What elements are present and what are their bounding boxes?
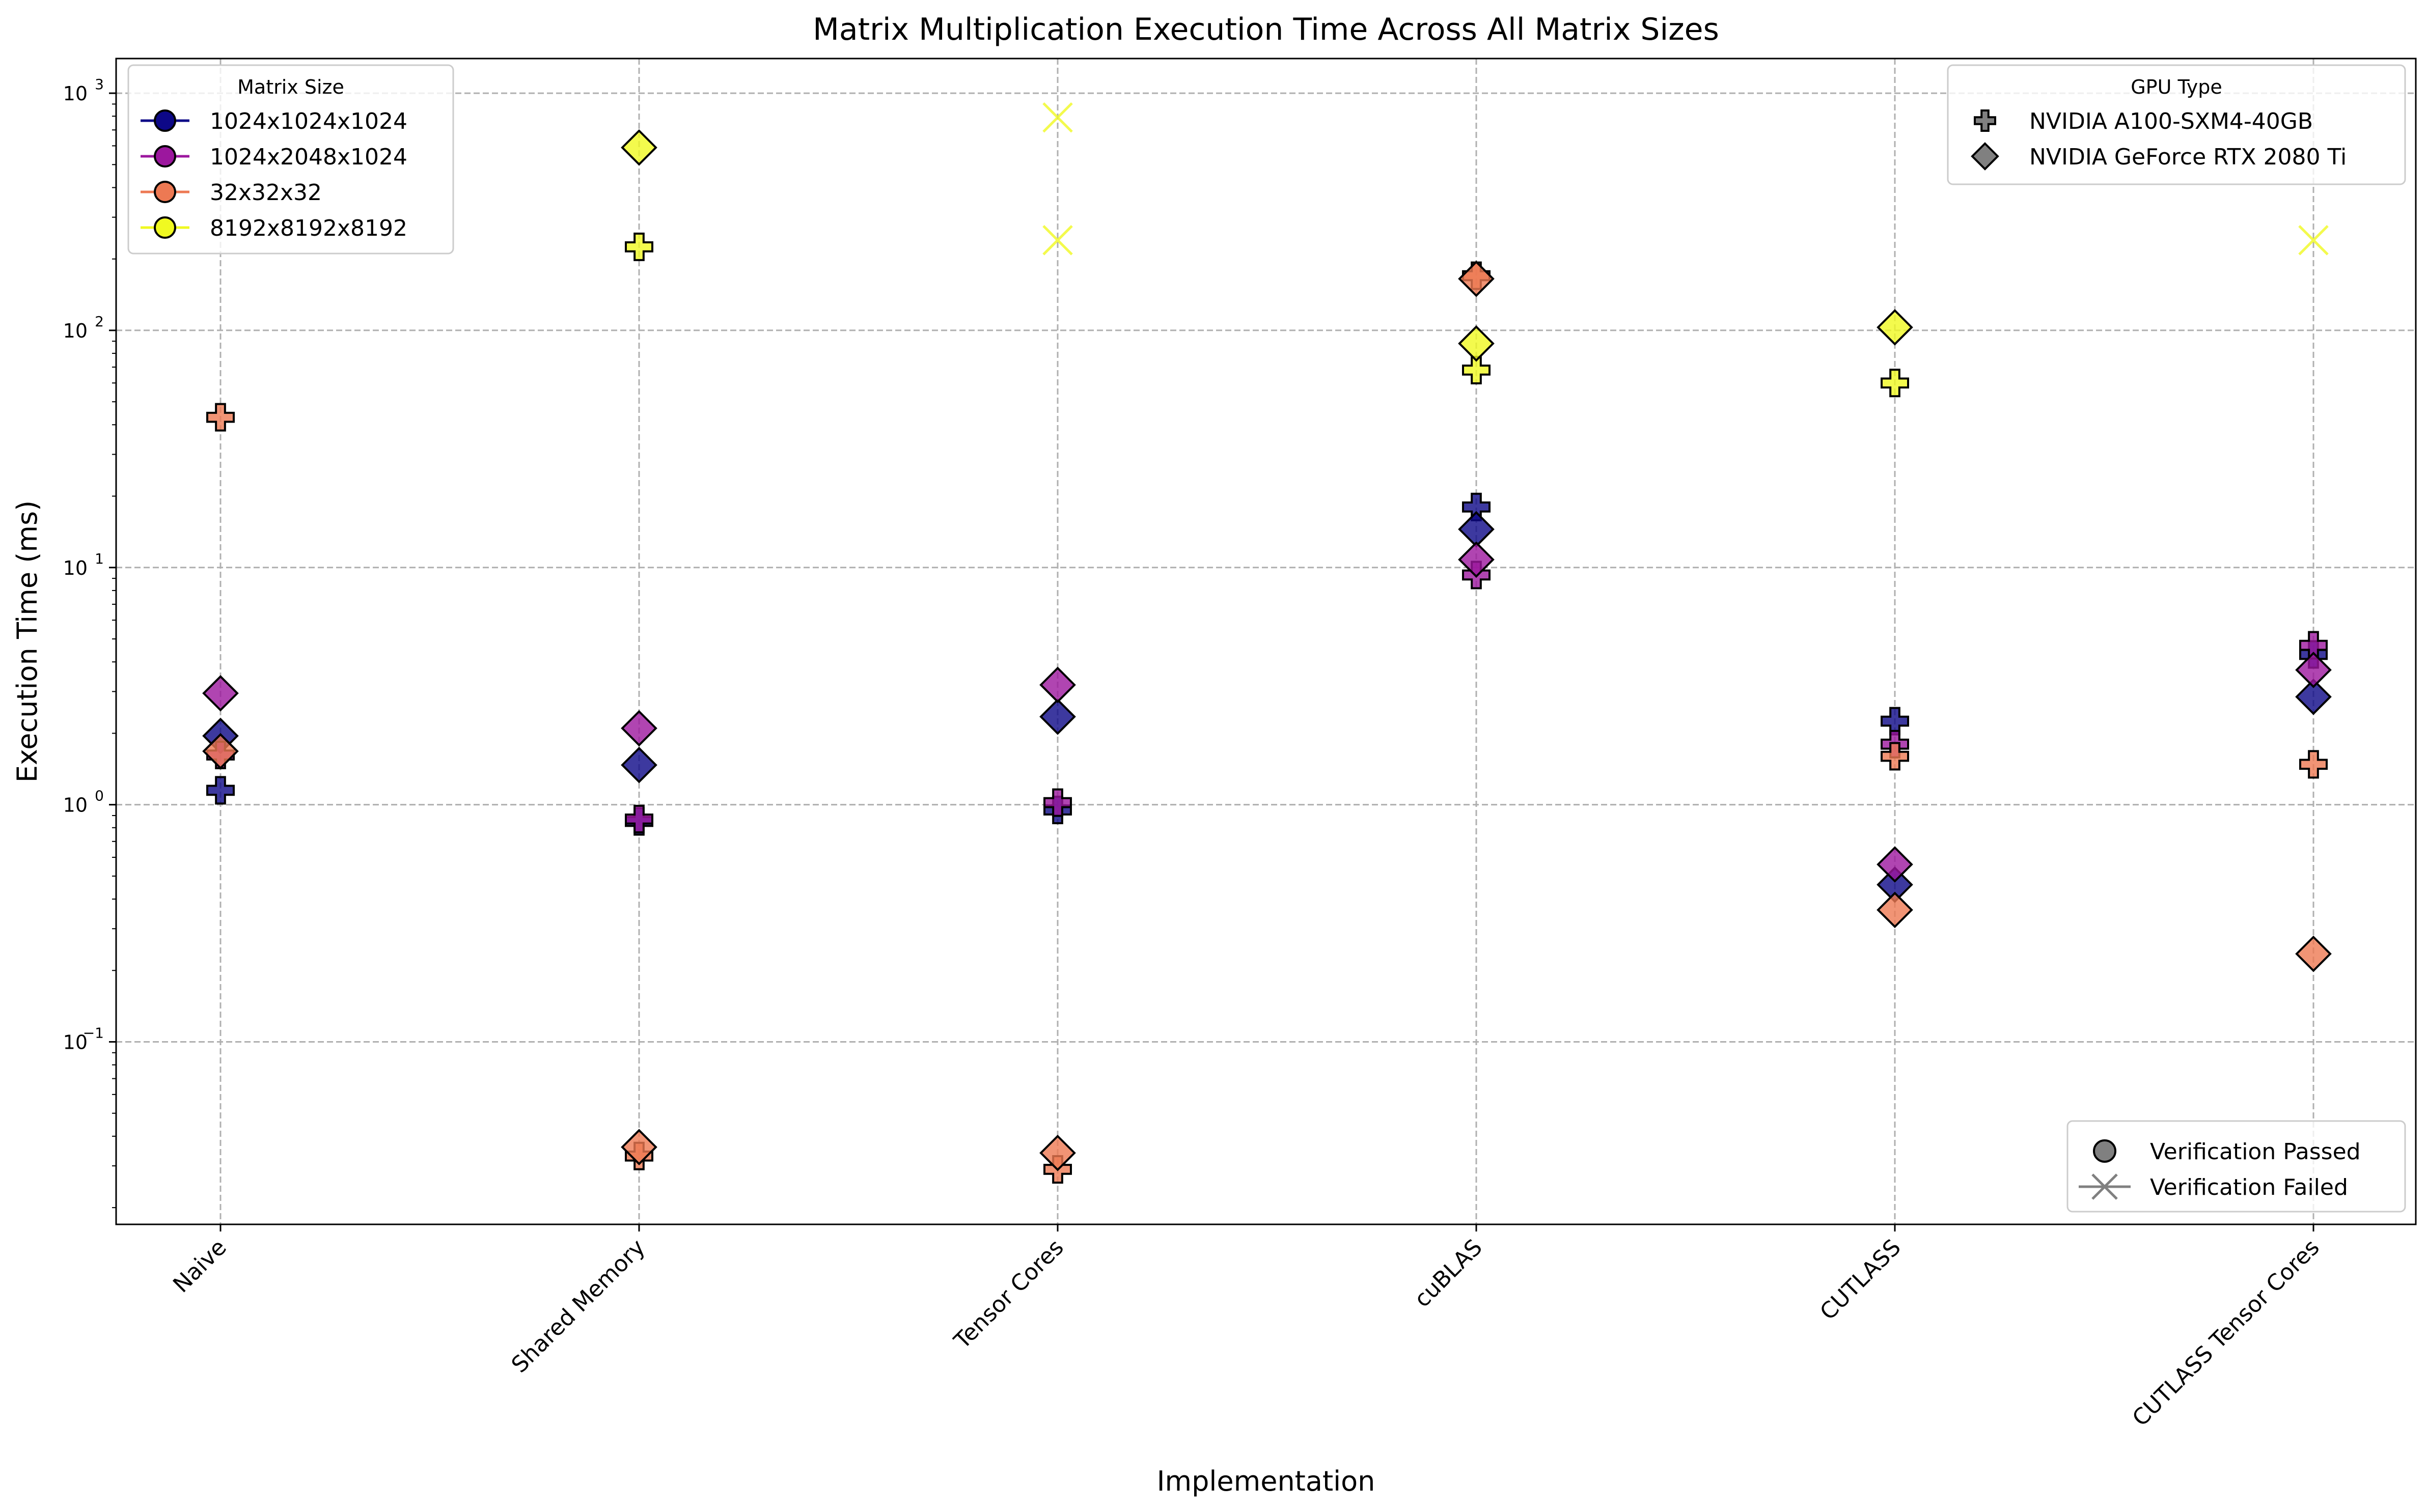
y-tick-label: 10 [63,82,88,105]
legend-label: NVIDIA GeForce RTX 2080 Ti [2029,144,2347,170]
y-tick-label: 10 [63,320,88,342]
legend-title: GPU Type [2131,76,2222,98]
y-tick-exponent: 3 [95,76,104,93]
legend-title: Matrix Size [237,76,344,98]
y-tick-exponent: −1 [83,1024,104,1041]
legend-label: 8192x8192x8192 [210,215,407,241]
legend-marker [155,217,175,238]
legend-verification: Verification Passed Verification Failed [2067,1121,2405,1212]
x-axis-label: Implementation [1157,1465,1375,1497]
legend-label: 1024x1024x1024 [210,108,407,134]
y-tick-exponent: 1 [95,550,104,567]
y-axis-label: Execution Time (ms) [11,500,43,782]
legend-marker [155,146,175,166]
y-tick-label: 10 [63,557,88,579]
legend-label: NVIDIA A100-SXM4-40GB [2029,108,2313,134]
y-tick-exponent: 2 [95,313,104,330]
legend-label: 1024x2048x1024 [210,144,407,170]
legend-label: Verification Passed [2150,1139,2361,1165]
y-tick-label: 10 [63,794,88,817]
chart-title: Matrix Multiplication Execution Time Acr… [813,12,1719,47]
legend-marker [155,182,175,202]
y-tick-exponent: 0 [95,788,104,804]
legend-gpu-type: GPU Type NVIDIA A100-SXM4-40GB NVIDIA GeFo… [1948,65,2405,184]
legend-label: 32x32x32 [210,180,322,206]
legend-label: Verification Failed [2150,1174,2348,1200]
legend-marker [2094,1140,2115,1162]
legend-marker [155,110,175,131]
legend-matrix-size: Matrix Size 1024x1024x1024 1024x2048x1024 3… [128,65,453,254]
